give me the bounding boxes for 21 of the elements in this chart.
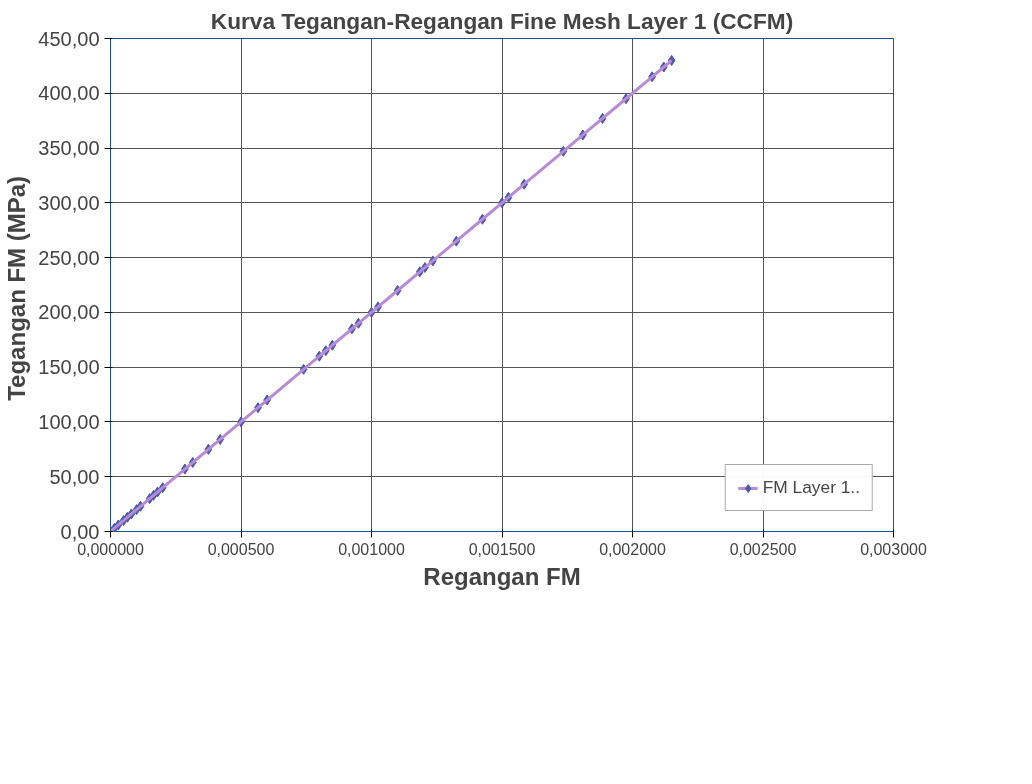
- x-tick-label: 0,003000: [860, 540, 927, 558]
- y-tick-label: 100,00: [38, 410, 100, 433]
- y-tick-label: 300,00: [38, 191, 100, 214]
- y-tick-label: 400,00: [38, 82, 100, 105]
- y-tick-label: 150,00: [38, 356, 100, 379]
- y-tick-label: 250,00: [38, 246, 100, 269]
- x-tick-label: 0,001500: [468, 540, 536, 558]
- x-tick-label: 0,002500: [729, 540, 797, 558]
- x-tick-label: 0,000000: [77, 540, 144, 558]
- x-tick-label: 0,000500: [207, 540, 275, 558]
- y-axis-title: Tegangan FM (MPa): [3, 175, 31, 401]
- y-tick-label: 450,00: [38, 27, 100, 50]
- y-tick-label: 200,00: [38, 301, 100, 324]
- x-tick-label: 0,001000: [338, 540, 405, 558]
- chart-title: Kurva Tegangan-Regangan Fine Mesh Layer 1 (CCFM): [210, 7, 794, 34]
- y-tick-label: 350,00: [38, 137, 100, 160]
- y-tick-label: 50,00: [49, 465, 100, 488]
- legend-label: FM Layer 1..: [762, 477, 860, 498]
- x-tick-label: 0,002000: [599, 540, 666, 558]
- x-axis-title: Regangan FM: [423, 562, 581, 590]
- y-tick-label: 0,00: [60, 520, 100, 543]
